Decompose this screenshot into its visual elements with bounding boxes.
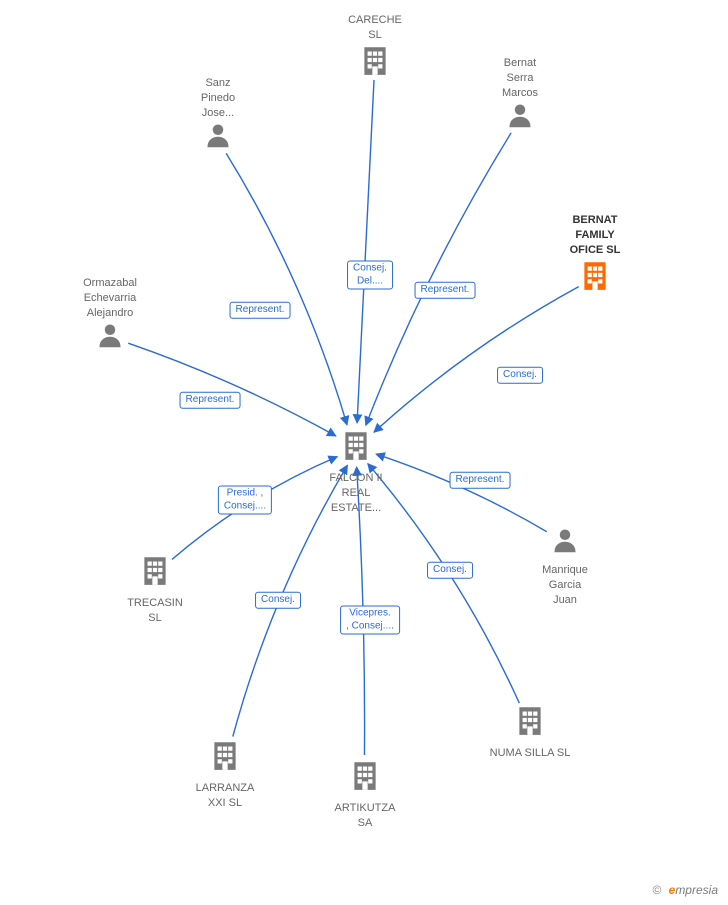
edge-label-artikutza: Vicepres., Consej....	[340, 606, 400, 635]
node-label: ARTIKUTZA SA	[326, 801, 404, 831]
edge-label-trecasin: Presid. ,Consej....	[218, 486, 272, 515]
edge-label-manrique: Represent.	[450, 472, 511, 489]
edge-label-numa: Consej.	[427, 562, 473, 579]
edge-label-careche: Consej.Del....	[347, 261, 393, 290]
person-node-bernat_p[interactable]: BernatSerraMarcos	[490, 52, 550, 133]
company-node-bernat_c[interactable]: BERNATFAMILYOFICE SL	[565, 209, 625, 296]
person-node-sanz[interactable]: SanzPinedoJose...	[188, 72, 248, 153]
edge-label-sanz: Represent.	[230, 302, 291, 319]
node-label: TRECASIN SL	[119, 596, 191, 626]
edge-label-bernat_p: Represent.	[415, 282, 476, 299]
company-node-careche[interactable]: CARECHE SL	[340, 9, 410, 82]
node-label: LARRANZAXXI SL	[195, 781, 255, 811]
node-label: FALCON IIREALESTATE...	[326, 471, 386, 516]
copyright-symbol: ©	[652, 883, 661, 897]
company-node-falcon[interactable]: FALCON IIREALESTATE...	[326, 428, 386, 515]
node-label: BernatSerraMarcos	[490, 56, 550, 101]
node-label: BERNATFAMILYOFICE SL	[565, 213, 625, 258]
edge-label-larranza: Consej.	[255, 592, 301, 609]
node-label: OrmazabalEchevarriaAlejandro	[80, 276, 140, 321]
person-node-ormazabal[interactable]: OrmazabalEchevarriaAlejandro	[80, 272, 140, 353]
company-node-artikutza[interactable]: ARTIKUTZA SA	[326, 758, 404, 831]
footer-credit: © empresia	[652, 883, 718, 897]
edge-careche	[357, 80, 374, 423]
person-node-manrique[interactable]: ManriqueGarciaJuan	[535, 526, 595, 607]
node-label: SanzPinedoJose...	[188, 76, 248, 121]
node-label: CARECHE SL	[340, 13, 410, 43]
company-node-larranza[interactable]: LARRANZAXXI SL	[195, 738, 255, 811]
company-node-trecasin[interactable]: TRECASIN SL	[119, 553, 191, 626]
edge-manrique	[376, 454, 547, 532]
edge-bernat_c	[374, 287, 579, 433]
company-node-numa[interactable]: NUMA SILLA SL	[490, 703, 571, 761]
node-label: NUMA SILLA SL	[490, 746, 571, 761]
edge-numa	[368, 464, 520, 704]
edge-sanz	[226, 153, 347, 425]
edge-ormazabal	[128, 343, 336, 436]
node-label: ManriqueGarciaJuan	[535, 563, 595, 608]
brand-rest: mpresia	[675, 883, 718, 897]
edge-label-bernat_c: Consej.	[497, 367, 543, 384]
edge-label-ormazabal: Represent.	[180, 392, 241, 409]
